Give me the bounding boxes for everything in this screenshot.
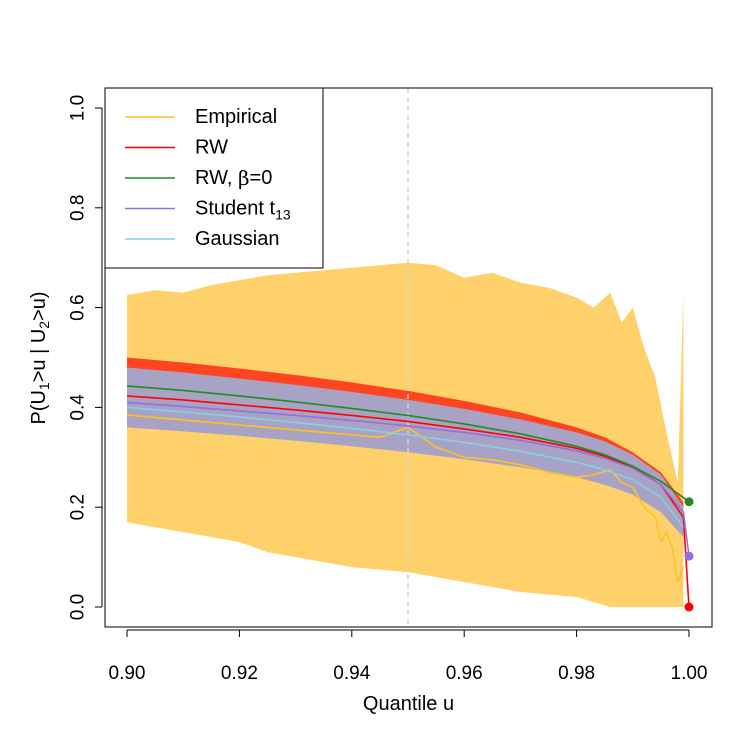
legend-entry-label: Empirical — [195, 106, 277, 128]
plot-clip-group — [126, 88, 694, 627]
y-tick-label: 0.6 — [68, 294, 89, 320]
series-line-empirical — [126, 414, 685, 583]
legend-entry-label: RW — [195, 137, 228, 159]
y-tick-label: 0.4 — [68, 394, 89, 421]
x-tick-label: 0.98 — [558, 663, 595, 684]
y-axis-title: P(U1>u | U2>u) — [28, 291, 52, 424]
legend-label-subscript: 13 — [275, 207, 291, 223]
y-axis-title-subscript: 2 — [36, 321, 52, 329]
legend-label-part: Student t — [195, 198, 276, 220]
y-tick-label: 0.2 — [68, 494, 89, 520]
x-tick-label: 0.94 — [333, 663, 370, 684]
series-line-gaussian — [126, 406, 685, 528]
y-axis-title-subscript: 1 — [36, 382, 52, 390]
y-axis-title-part: P(U — [28, 390, 50, 424]
y-axis-title-part: >u) — [28, 291, 50, 320]
axes: 0.90 0.92 0.94 0.96 0.98 1.00 Quantile u 0.0 0.2… — [28, 87, 713, 715]
plot-area — [126, 88, 694, 627]
series-line-rw-beta-0 — [126, 385, 690, 503]
y-tick-label: 0.8 — [68, 195, 89, 221]
legend-label-part: RW, — [195, 167, 238, 189]
y-tick-label: 0.0 — [68, 594, 89, 620]
x-tick-label: 0.90 — [109, 663, 146, 684]
legend-entry-label: Student t13 — [195, 198, 291, 223]
band-gaussian — [127, 367, 684, 538]
y-axis-title-part: >u | U — [28, 329, 50, 383]
legend-entry-label: RW, β=0 — [195, 166, 272, 190]
legend: Empirical RW RW, β=0 Student t13 Gaussian — [104, 87, 324, 269]
legend-label-symbol: β — [238, 166, 250, 190]
y-tick-label: 1.0 — [68, 95, 89, 121]
legend-label-part: =0 — [250, 167, 273, 189]
x-tick-label: 0.92 — [221, 663, 258, 684]
x-axis-title: Quantile u — [363, 693, 454, 715]
plot-frame — [104, 87, 713, 628]
endpoint-marker-0 — [684, 497, 694, 507]
legend-entry-label: Gaussian — [195, 228, 280, 250]
endpoint-marker-2 — [684, 602, 694, 612]
x-tick-label: 1.00 — [671, 663, 708, 684]
x-tick-label: 0.96 — [446, 663, 483, 684]
endpoint-marker-1 — [684, 551, 694, 561]
series-line-student-t13 — [126, 401, 690, 557]
